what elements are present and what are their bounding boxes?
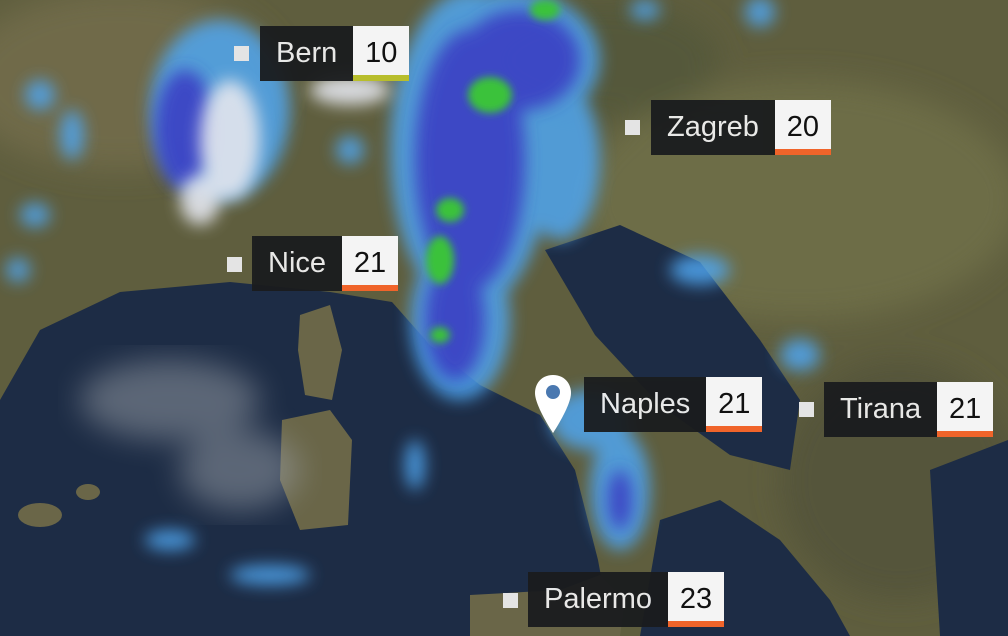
city-temperature: 21 — [706, 377, 763, 432]
city-name: Zagreb — [651, 100, 775, 155]
city-name: Naples — [584, 377, 707, 432]
city-marker-zagreb[interactable] — [625, 120, 640, 135]
city-label-bern[interactable]: Bern 10 — [260, 26, 410, 81]
city-temperature: 20 — [774, 100, 831, 155]
city-label-naples[interactable]: Naples 21 — [584, 377, 763, 432]
city-marker-tirana[interactable] — [799, 402, 814, 417]
city-temperature: 21 — [342, 236, 399, 291]
location-pin-icon[interactable] — [533, 373, 573, 435]
city-marker-bern[interactable] — [234, 46, 249, 61]
city-temperature: 21 — [937, 382, 994, 437]
city-temperature: 23 — [668, 572, 724, 627]
city-label-palermo[interactable]: Palermo 23 — [528, 572, 724, 627]
city-marker-palermo[interactable] — [503, 593, 518, 608]
city-name: Bern — [260, 26, 354, 81]
city-marker-nice[interactable] — [227, 257, 242, 272]
radar-precipitation — [6, 0, 820, 585]
city-temperature: 10 — [353, 26, 410, 81]
cloud-cover — [80, 360, 300, 510]
city-label-zagreb[interactable]: Zagreb 20 — [651, 100, 831, 155]
city-name: Tirana — [824, 382, 938, 437]
city-name: Nice — [252, 236, 343, 291]
city-name: Palermo — [528, 572, 668, 627]
city-label-nice[interactable]: Nice 21 — [252, 236, 399, 291]
city-label-tirana[interactable]: Tirana 21 — [824, 382, 994, 437]
